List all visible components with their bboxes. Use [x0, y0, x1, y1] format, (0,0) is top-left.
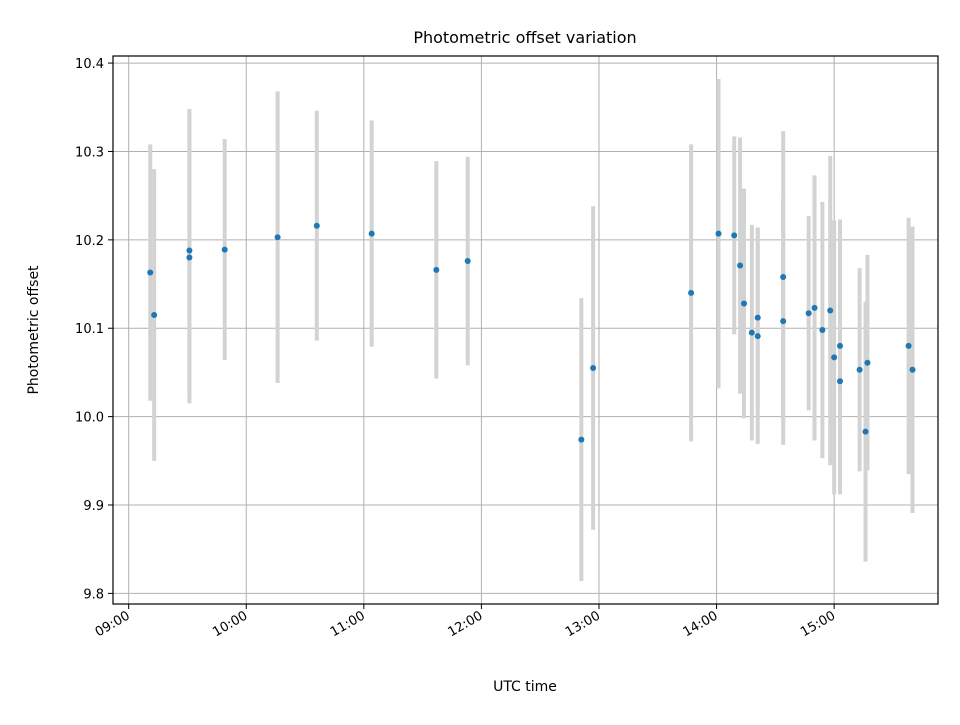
data-point: [831, 354, 838, 361]
data-point: [313, 222, 320, 229]
data-point: [740, 300, 747, 307]
data-points: [147, 222, 916, 443]
data-point: [688, 289, 695, 296]
data-point: [578, 436, 585, 443]
data-point: [909, 366, 916, 373]
data-point: [748, 329, 755, 336]
data-point: [862, 428, 869, 435]
plot-frame: [112, 55, 939, 605]
data-point: [186, 254, 193, 261]
data-point: [819, 327, 826, 333]
data-point: [754, 333, 761, 340]
data-point: [151, 311, 158, 318]
data-point: [737, 262, 744, 269]
y-axis-ticks: 9.8 9.9 10.0 10.1 10.2 10.3 10.4: [75, 57, 113, 602]
x-axis-label: UTC time: [493, 679, 557, 695]
data-point: [837, 342, 844, 349]
data-point: [805, 310, 812, 317]
data-point: [715, 230, 722, 237]
data-point: [464, 258, 471, 265]
data-point: [754, 314, 761, 321]
data-point: [186, 247, 193, 254]
y-tick-label: 10.1: [75, 322, 104, 337]
y-tick-label: 10.3: [75, 145, 104, 160]
data-point: [731, 232, 738, 239]
data-point: [274, 234, 281, 241]
data-point: [590, 365, 597, 372]
data-point: [856, 366, 863, 373]
y-tick-label: 10.0: [75, 411, 104, 426]
data-point: [864, 359, 871, 366]
y-tick-label: 10.4: [75, 57, 104, 72]
y-axis-label: Photometric offset: [26, 265, 42, 395]
data-point: [827, 307, 834, 314]
data-point: [433, 266, 440, 273]
data-point: [147, 269, 154, 276]
data-point: [368, 230, 375, 237]
data-point: [780, 273, 787, 280]
y-tick-label: 9.8: [83, 587, 104, 602]
data-point: [905, 342, 912, 349]
data-point: [221, 246, 228, 253]
data-point: [780, 318, 787, 325]
y-tick-label: 10.2: [75, 234, 104, 249]
chart-title: Photometric offset variation: [413, 28, 636, 47]
data-point: [837, 378, 844, 385]
grid-lines: [113, 56, 938, 604]
data-point: [811, 304, 818, 311]
y-tick-label: 9.9: [83, 499, 104, 514]
